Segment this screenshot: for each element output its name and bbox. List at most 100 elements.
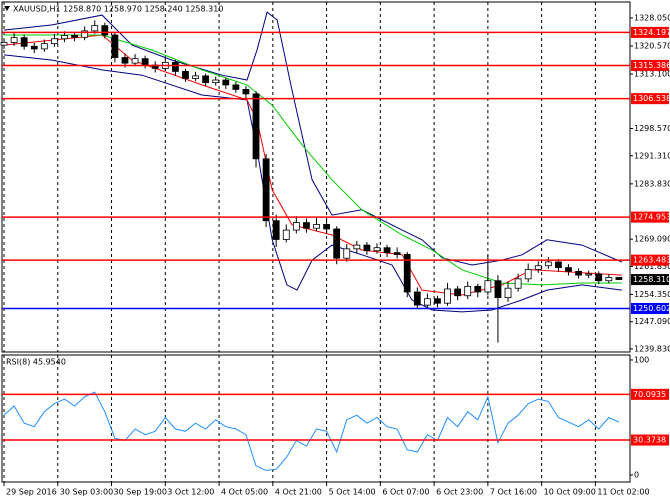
level-label: 1263.483 <box>633 256 670 265</box>
candle-body <box>262 158 270 222</box>
x-tick-label: 11 Oct 02:00 <box>597 488 649 497</box>
candle-body <box>444 288 451 304</box>
y-tick-label: 100 <box>634 355 649 364</box>
candle-body <box>585 273 593 276</box>
x-tick-label: 6 Oct 23:00 <box>436 488 483 497</box>
y-tick-label: 1298.570 <box>634 124 670 133</box>
y-tick-label: 0 <box>634 470 639 479</box>
candle-body <box>0 42 8 46</box>
candle-body <box>373 247 381 252</box>
indicator-line <box>3 34 622 296</box>
level-label: 1315.386 <box>633 61 670 70</box>
candle-body <box>121 57 129 64</box>
indicator-line <box>3 11 623 266</box>
candle-body <box>101 25 109 36</box>
y-tick-label: 1320.570 <box>634 42 670 51</box>
candle-body <box>222 79 230 86</box>
candle-body <box>434 298 441 304</box>
x-tick-label: 30 Sep 19:00 <box>114 488 167 497</box>
x-tick-label: 5 Oct 14:00 <box>329 488 376 497</box>
panel-frame <box>1 1 631 353</box>
x-tick-label: 4 Oct 21:00 <box>275 488 322 497</box>
candle-body <box>81 30 89 38</box>
level-label: 1306.538 <box>633 94 670 103</box>
candle-body <box>605 277 613 282</box>
last-price-box <box>631 274 669 286</box>
y-tick-label: 1239.830 <box>634 344 670 353</box>
candle-body <box>313 224 320 229</box>
candle-body <box>252 93 260 160</box>
candle-body <box>595 273 603 282</box>
candle-body <box>303 222 310 229</box>
candle-body <box>91 25 99 32</box>
candle-body <box>575 270 582 276</box>
candle-body <box>182 70 189 79</box>
y-tick-label: 1283.830 <box>634 179 670 188</box>
candle-body <box>565 267 572 272</box>
candle-body <box>474 285 482 293</box>
candle-body <box>20 37 28 47</box>
x-tick-label: 29 Sep 2016 <box>6 488 57 497</box>
candle-body <box>484 280 492 293</box>
x-tick-label: 7 Oct 16:00 <box>490 488 537 497</box>
candle-body <box>30 45 38 50</box>
candle-body <box>504 287 512 299</box>
candle-body <box>51 38 58 45</box>
indicator-line <box>4 34 622 286</box>
level-label-box <box>631 93 669 105</box>
candle-body <box>544 261 552 267</box>
candle-body <box>232 84 240 90</box>
menu-icon <box>4 6 10 11</box>
candle-body <box>514 278 522 289</box>
panel-frame <box>1 354 631 483</box>
level-label-box <box>631 302 669 314</box>
candle-body <box>131 58 139 64</box>
candle-body <box>272 220 280 240</box>
candle-body <box>323 224 330 230</box>
candle-body <box>202 75 210 84</box>
candle-body <box>242 89 250 95</box>
panel-title: XAUUSD,H1 1258.870 1258.970 1258.240 125… <box>13 5 223 14</box>
level-label: 30.3738 <box>633 436 666 445</box>
x-tick-label: 6 Oct 07:00 <box>382 488 429 497</box>
candle-body <box>141 58 149 66</box>
x-tick-label: 10 Oct 09:00 <box>544 488 596 497</box>
candle-body <box>343 248 351 259</box>
candle-body <box>464 285 472 297</box>
level-label-box <box>631 59 669 71</box>
level-label: 1274.953 <box>633 213 670 222</box>
level-label-box <box>631 388 669 400</box>
candle-body <box>555 261 562 268</box>
y-tick-label: 1269.090 <box>634 235 670 244</box>
x-tick-label: 4 Oct 05:00 <box>221 488 268 497</box>
rsi-line <box>3 391 620 471</box>
level-label-box <box>631 211 669 223</box>
candle-body <box>393 252 401 255</box>
level-label-box <box>631 26 669 38</box>
candle-body <box>454 288 462 297</box>
candle-body <box>292 222 300 231</box>
candle-body <box>403 254 411 293</box>
candle-body <box>192 75 199 79</box>
candle-body <box>413 291 421 306</box>
candle-body <box>171 61 179 72</box>
x-tick-label: 30 Sep 03:00 <box>60 488 113 497</box>
y-tick-label: 1328.050 <box>634 13 670 22</box>
candle-body <box>111 34 119 58</box>
candle-body <box>524 269 532 280</box>
candle-body <box>40 43 48 50</box>
candle-body <box>61 34 68 40</box>
y-tick-label: 1291.310 <box>634 151 670 160</box>
candle-body <box>333 228 341 259</box>
y-tick-label: 1313.100 <box>634 70 670 79</box>
y-tick-label: 1261.830 <box>634 262 670 271</box>
candle-body <box>212 79 220 84</box>
level-label-box <box>631 254 669 266</box>
candle-body <box>534 265 542 270</box>
candle-body <box>423 298 431 306</box>
candle-body <box>363 244 371 252</box>
candle-body <box>10 37 18 43</box>
y-tick-label: 1254.350 <box>634 290 670 299</box>
panel-title: RSI(8) 45.9540 <box>6 358 66 367</box>
